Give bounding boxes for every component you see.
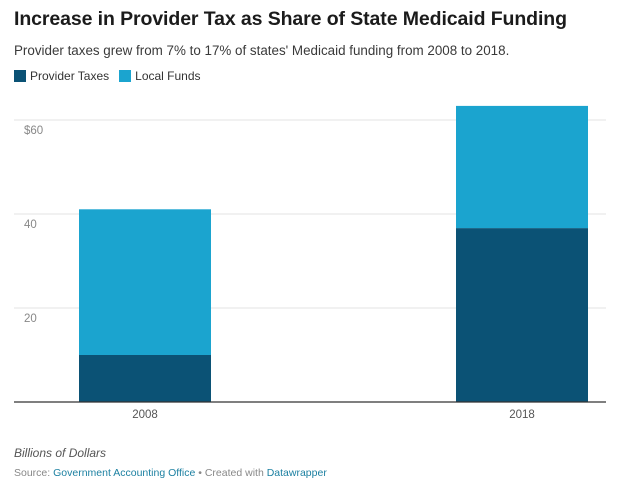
bar-local-funds	[79, 209, 211, 355]
legend-swatch-provider-taxes	[14, 70, 26, 82]
units-note: Billions of Dollars	[14, 446, 107, 460]
bar-provider-taxes	[456, 228, 588, 402]
bar-local-funds	[456, 105, 588, 229]
x-tick-label: 2018	[509, 409, 535, 421]
legend-label-provider-taxes: Provider Taxes	[30, 69, 110, 83]
y-tick-label: $60	[24, 125, 43, 137]
chart-title: Increase in Provider Tax as Share of Sta…	[14, 8, 567, 30]
x-tick-label: 2008	[132, 409, 158, 421]
y-tick-label: 40	[24, 219, 37, 231]
source-link[interactable]: Government Accounting Office	[53, 467, 196, 479]
source-prefix: Source:	[14, 467, 54, 479]
legend-label-local-funds: Local Funds	[135, 69, 201, 83]
legend-item-local-funds: Local Funds	[119, 69, 201, 83]
datawrapper-link[interactable]: Datawrapper	[266, 467, 327, 479]
chart-subtitle: Provider taxes grew from 7% to 17% of st…	[14, 43, 510, 58]
legend-swatch-local-funds	[119, 70, 132, 82]
source-line: Source: Government Accounting Office • C…	[14, 467, 327, 479]
legend-item-provider-taxes: Provider Taxes	[14, 69, 109, 83]
legend: Provider Taxes Local Funds	[14, 69, 211, 83]
bar-provider-taxes	[79, 355, 211, 402]
y-tick-label: 20	[24, 313, 37, 325]
created-with-prefix: • Created with	[195, 467, 267, 479]
